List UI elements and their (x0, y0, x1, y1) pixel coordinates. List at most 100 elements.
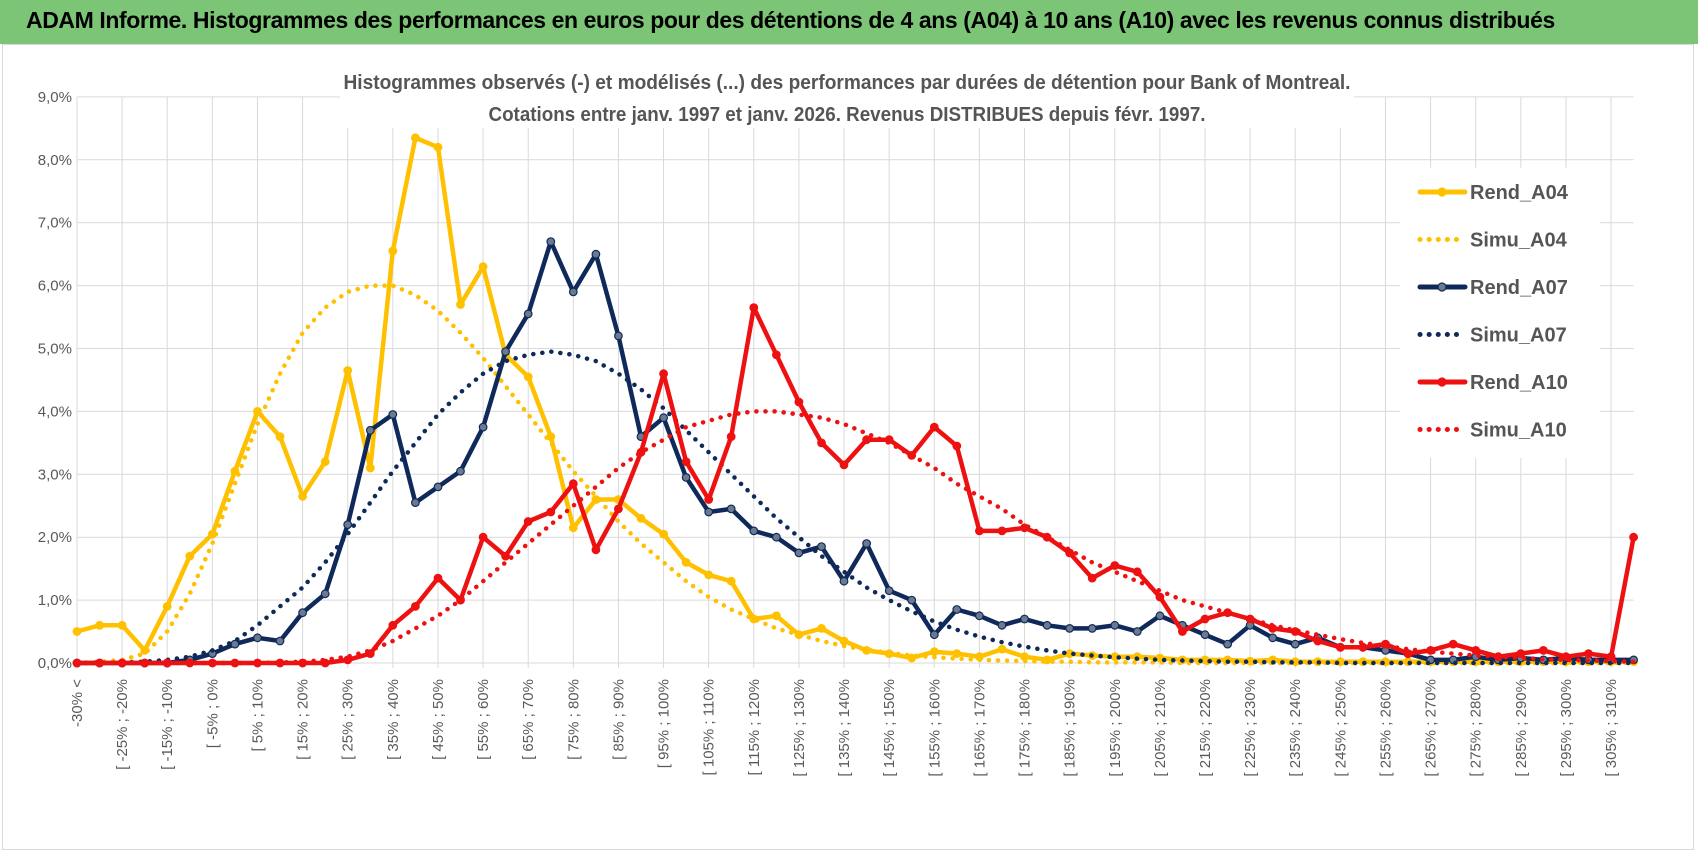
data-point-rend-a04 (320, 457, 330, 467)
data-point-rend-a07 (862, 539, 871, 548)
x-tick-label: [ 85% ; 90% (610, 679, 627, 760)
data-point-rend-a07 (501, 347, 511, 357)
x-tick-label: [ 55% ; 60% (475, 679, 492, 760)
report-title: ADAM Informe. Histogrammes des performan… (26, 7, 1555, 33)
data-point-rend-a10 (1155, 592, 1165, 602)
data-point-rend-a10 (1177, 627, 1187, 636)
x-tick-label: [ 145% ; 150% (881, 679, 898, 777)
x-tick-label: [ 235% ; 240% (1287, 679, 1304, 777)
data-point-rend-a07 (320, 589, 330, 599)
y-tick-label: 7,0% (38, 215, 72, 232)
data-point-rend-a07 (749, 526, 759, 536)
data-point-rend-a07 (1223, 639, 1232, 649)
x-tick-label: [ 275% ; 280% (1468, 679, 1485, 777)
legend-label: Simu_A07 (1470, 325, 1567, 347)
data-point-rend-a04 (704, 570, 714, 580)
data-point-rend-a10 (523, 517, 533, 526)
data-point-rend-a04 (929, 647, 939, 657)
legend-item-rend-a04: Rend_A04 (1417, 182, 1569, 204)
x-tick-label: [ 185% ; 190% (1062, 679, 1079, 777)
legend-marker (1437, 377, 1447, 387)
data-point-rend-a07 (298, 608, 308, 618)
data-point-rend-a07 (704, 507, 714, 517)
x-tick-label: [ 5% ; 10% (249, 679, 266, 752)
data-point-rend-a04 (839, 636, 849, 646)
legend-item-simu-a04: Simu_A04 (1417, 230, 1568, 252)
series-line-simu-a10 (74, 409, 1636, 666)
legend-item-simu-a07: Simu_A07 (1417, 325, 1567, 347)
data-point-rend-a10 (411, 602, 420, 611)
data-point-rend-a04 (456, 300, 465, 309)
legend-background (1400, 168, 1600, 458)
data-point-rend-a07 (614, 331, 623, 341)
data-point-rend-a07 (817, 542, 826, 551)
y-tick-label: 6,0% (38, 278, 72, 295)
data-point-rend-a07 (1042, 620, 1052, 630)
x-axis-ticks: -30% < [ -25% ; -20% [ -15% ; -10% [ -5% ; … (69, 679, 1620, 777)
data-point-rend-a04 (478, 262, 488, 272)
data-point-rend-a10 (1606, 652, 1616, 662)
legend-item-simu-a10: Simu_A10 (1417, 420, 1567, 442)
data-point-rend-a07 (975, 611, 984, 621)
legend-marker (1437, 187, 1447, 197)
legend-item-rend-a07: Rend_A07 (1417, 277, 1568, 299)
x-tick-label: [ 115% ; 120% (746, 679, 763, 775)
data-point-rend-a10 (1629, 532, 1638, 542)
x-tick-label: [ 295% ; 300% (1558, 679, 1575, 777)
y-tick-label: 9,0% (38, 89, 72, 106)
data-point-rend-a10 (1471, 646, 1481, 655)
report-banner: ADAM Informe. Histogrammes des performan… (0, 0, 1698, 44)
data-point-rend-a10 (772, 350, 781, 360)
series-line-simu-a04 (74, 283, 1636, 666)
data-point-rend-a04 (997, 644, 1007, 654)
x-tick-label: [ 245% ; 250% (1332, 679, 1349, 777)
data-point-rend-a10 (726, 432, 736, 442)
data-point-rend-a10 (659, 369, 668, 379)
x-tick-label: [ 155% ; 160% (926, 679, 943, 777)
data-point-rend-a07 (388, 410, 398, 419)
data-point-rend-a10 (433, 573, 443, 583)
data-point-rend-a07 (253, 633, 262, 643)
data-point-rend-a07 (929, 630, 939, 640)
data-point-rend-a10 (929, 422, 939, 432)
legend-label: Rend_A10 (1470, 372, 1568, 394)
data-point-rend-a10 (568, 479, 578, 489)
data-point-rend-a07 (1155, 611, 1165, 621)
data-point-rend-a10 (1516, 649, 1526, 658)
y-tick-label: 4,0% (38, 403, 72, 420)
data-point-rend-a10 (997, 526, 1007, 536)
x-tick-label: [ 125% ; 130% (791, 679, 808, 777)
data-point-rend-a07 (343, 520, 353, 529)
data-point-rend-a04 (253, 407, 262, 416)
data-point-rend-a07 (275, 636, 285, 646)
data-point-rend-a04 (117, 620, 127, 630)
legend-label: Simu_A04 (1470, 230, 1568, 252)
data-point-rend-a07 (952, 605, 962, 614)
data-point-rend-a04 (659, 529, 668, 539)
legend: Rend_A04 Simu_A04 Rend_A07 Simu_A07 Rend_A10… (1417, 182, 1569, 442)
x-tick-label: [ 65% ; 70% (520, 679, 537, 760)
data-point-rend-a04 (365, 463, 375, 473)
data-point-rend-a07 (456, 466, 465, 476)
chart-frame (2, 44, 1694, 850)
data-point-rend-a10 (1087, 573, 1097, 583)
data-point-rend-a07 (546, 237, 556, 247)
x-tick-label: [ 255% ; 260% (1377, 679, 1394, 777)
legend-label: Simu_A10 (1470, 420, 1567, 442)
x-tick-label: [ 75% ; 80% (565, 679, 582, 760)
series-line-simu-a07 (74, 349, 1636, 666)
data-point-rend-a07 (1200, 630, 1210, 640)
data-point-rend-a10 (1448, 639, 1458, 649)
data-point-rend-a07 (794, 548, 804, 558)
data-point-rend-a10 (681, 457, 691, 467)
y-tick-label: 3,0% (38, 466, 72, 483)
x-tick-label: [ 15% ; 20% (295, 679, 312, 760)
data-point-rend-a07 (772, 532, 781, 542)
x-tick-label: [ 35% ; 40% (385, 679, 402, 760)
data-point-rend-a10 (591, 545, 601, 555)
data-point-rend-a04 (388, 246, 398, 256)
data-point-rend-a07 (1132, 627, 1142, 636)
x-tick-label: [ -15% ; -10% (159, 679, 176, 770)
x-tick-label: [ 165% ; 170% (971, 679, 988, 777)
